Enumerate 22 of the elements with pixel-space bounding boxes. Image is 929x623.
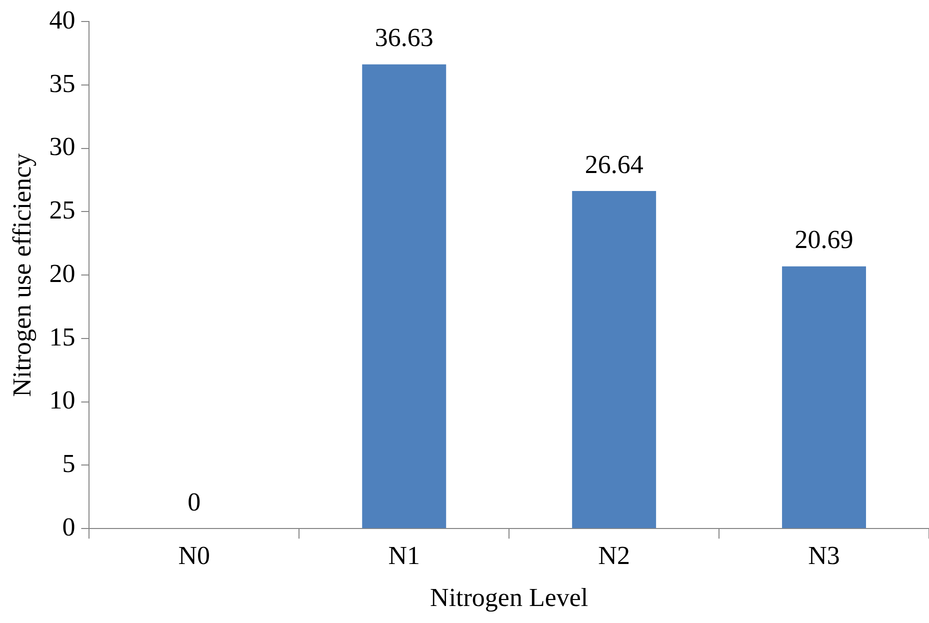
x-tick-label: N1 bbox=[388, 541, 420, 570]
bar bbox=[782, 266, 866, 528]
x-tick-label: N0 bbox=[178, 541, 210, 570]
bar bbox=[362, 64, 446, 528]
y-tick-label: 40 bbox=[49, 5, 76, 34]
data-label: 36.63 bbox=[374, 23, 434, 52]
y-tick-label: 35 bbox=[49, 68, 76, 98]
y-tick-label: 15 bbox=[49, 322, 76, 352]
y-tick-label: 5 bbox=[62, 449, 76, 478]
data-label: 0 bbox=[188, 487, 201, 516]
y-axis-title: Nitrogen use efficiency bbox=[7, 153, 36, 397]
x-tick-label: N2 bbox=[598, 541, 630, 570]
x-tick-label: N3 bbox=[808, 541, 840, 570]
y-tick-label: 30 bbox=[49, 132, 76, 162]
data-label: 20.69 bbox=[794, 225, 854, 254]
y-tick-label: 25 bbox=[49, 196, 76, 225]
data-label: 26.64 bbox=[584, 150, 644, 179]
bar bbox=[572, 190, 656, 528]
y-tick-label: 10 bbox=[49, 386, 76, 415]
x-axis-title: Nitrogen Level bbox=[430, 583, 588, 612]
y-tick-label: 20 bbox=[49, 258, 76, 288]
y-tick-label: 0 bbox=[62, 512, 76, 542]
